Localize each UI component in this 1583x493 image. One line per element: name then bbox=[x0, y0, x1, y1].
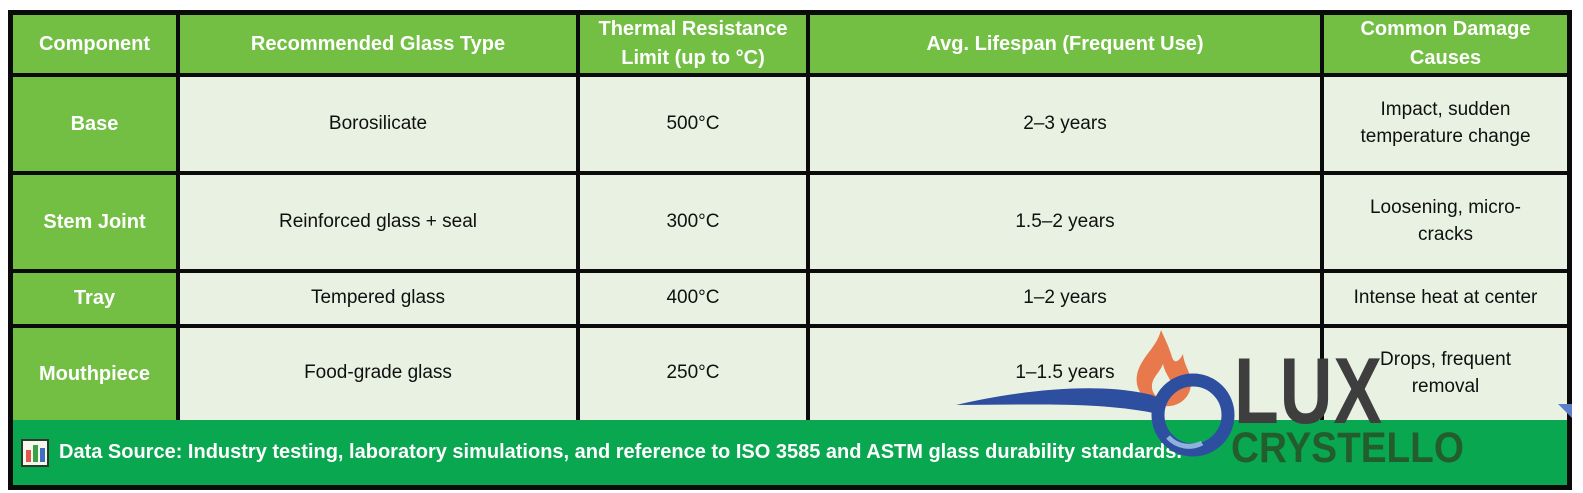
cell-stem-damage: Loosening, micro-cracks bbox=[1320, 170, 1567, 273]
cell-base-thermal-limit: 500°C bbox=[576, 73, 810, 175]
cell-mouthpiece-thermal-limit: 250°C bbox=[576, 323, 810, 420]
data-source-text: Data Source: Industry testing, laborator… bbox=[59, 441, 1182, 463]
col-header-component: Component bbox=[13, 15, 180, 77]
row-label-tray: Tray bbox=[13, 268, 180, 328]
logo-primary-text: LUX bbox=[1234, 338, 1383, 443]
cell-mouthpiece-damage: Drops, frequent removal bbox=[1320, 323, 1567, 420]
cell-stem-glass-type: Reinforced glass + seal bbox=[176, 170, 580, 273]
cell-base-glass-type: Borosilicate bbox=[176, 73, 580, 175]
logo-secondary-text: CRYSTELLO bbox=[1231, 424, 1464, 472]
header-row: Component Recommended Glass Type Thermal… bbox=[13, 15, 1567, 77]
row-label-stem-joint: Stem Joint bbox=[13, 170, 180, 273]
table-row-base: Base Borosilicate 500°C 2–3 years Impact… bbox=[13, 73, 1567, 175]
table-row-mouthpiece: Mouthpiece Food-grade glass 250°C 1–1.5 … bbox=[13, 323, 1567, 420]
pipe-icon bbox=[956, 373, 1235, 457]
row-label-mouthpiece: Mouthpiece bbox=[13, 323, 180, 420]
cell-stem-thermal-limit: 300°C bbox=[576, 170, 810, 273]
cell-base-damage: Impact, sudden temperature change bbox=[1320, 73, 1567, 175]
cell-tray-thermal-limit: 400°C bbox=[576, 268, 810, 328]
row-label-base: Base bbox=[13, 73, 180, 175]
glass-durability-table: Component Recommended Glass Type Thermal… bbox=[13, 15, 1567, 420]
col-header-lifespan: Avg. Lifespan (Frequent Use) bbox=[806, 15, 1324, 77]
table-row-tray: Tray Tempered glass 400°C 1–2 years Inte… bbox=[13, 268, 1567, 328]
corner-artifact bbox=[1558, 404, 1572, 418]
cell-tray-glass-type: Tempered glass bbox=[176, 268, 580, 328]
table-row-stem-joint: Stem Joint Reinforced glass + seal 300°C… bbox=[13, 170, 1567, 273]
col-header-damage-causes: Common Damage Causes bbox=[1320, 15, 1567, 77]
col-header-glass-type: Recommended Glass Type bbox=[176, 15, 580, 77]
cell-tray-lifespan: 1–2 years bbox=[806, 268, 1324, 328]
cell-tray-damage: Intense heat at center bbox=[1320, 268, 1567, 328]
table-frame: Component Recommended Glass Type Thermal… bbox=[8, 10, 1572, 490]
cell-stem-lifespan: 1.5–2 years bbox=[806, 170, 1324, 273]
cell-base-lifespan: 2–3 years bbox=[806, 73, 1324, 175]
cell-mouthpiece-glass-type: Food-grade glass bbox=[176, 323, 580, 420]
data-source-bar: Data Source: Industry testing, laborator… bbox=[13, 420, 1567, 485]
bar-chart-icon bbox=[21, 438, 49, 467]
col-header-thermal-limit: Thermal Resistance Limit (up to °C) bbox=[576, 15, 810, 77]
